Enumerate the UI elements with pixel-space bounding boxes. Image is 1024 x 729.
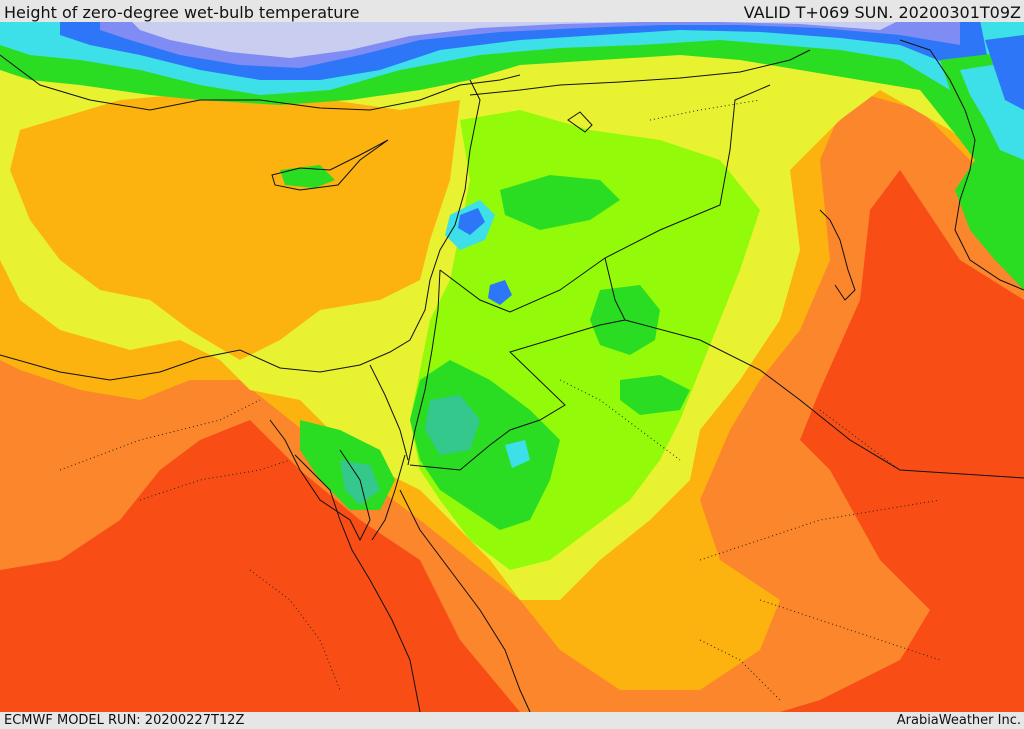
field-lavender-north xyxy=(130,20,900,58)
valid-time: VALID T+069 SUN. 20200301T09Z xyxy=(743,3,1021,22)
coast-red-sea-east xyxy=(399,489,531,713)
coast-turkey xyxy=(0,54,521,111)
coast-cyprus xyxy=(271,139,389,191)
coast-persian-gulf xyxy=(819,209,856,301)
field-teal-south xyxy=(425,395,480,455)
coast-iran xyxy=(899,39,1024,291)
border-syria-turkey xyxy=(469,49,811,96)
coast-red-sea-west xyxy=(294,454,421,713)
field-green-cyprus xyxy=(280,165,335,188)
coast-north-africa xyxy=(0,79,481,381)
model-run: ECMWF MODEL RUN: 20200227T12Z xyxy=(4,713,245,728)
coast-gulf-aqaba xyxy=(371,454,406,541)
border-egypt-israel xyxy=(369,364,409,461)
footer-bar: ECMWF MODEL RUN: 20200227T12Z ArabiaWeat… xyxy=(0,712,1024,729)
field-blue-golan xyxy=(488,280,512,305)
field-orange-interior xyxy=(10,90,460,360)
field-green-east xyxy=(620,375,690,415)
border-israel-jordan xyxy=(407,269,441,466)
coast-gulf-suez xyxy=(269,419,371,542)
header-bar: Height of zero-degree wet-bulb temperatu… xyxy=(0,0,1024,22)
field-teal-sinai xyxy=(340,460,380,505)
coast-lake-tharthar xyxy=(567,111,593,133)
border-iraq-saudi xyxy=(624,319,1024,479)
map-title: Height of zero-degree wet-bulb temperatu… xyxy=(4,3,360,22)
field-blue-lebanon xyxy=(458,208,485,235)
admin-boundaries xyxy=(59,99,941,701)
field-cyan-south xyxy=(505,440,530,468)
credit-label: ArabiaWeather Inc. xyxy=(896,713,1021,728)
border-syria-iraq xyxy=(409,257,626,471)
field-green-syria xyxy=(500,175,620,230)
coastlines xyxy=(0,39,1024,713)
field-blue-east-edge xyxy=(985,35,1024,110)
border-syria-jordan-east xyxy=(439,84,771,313)
